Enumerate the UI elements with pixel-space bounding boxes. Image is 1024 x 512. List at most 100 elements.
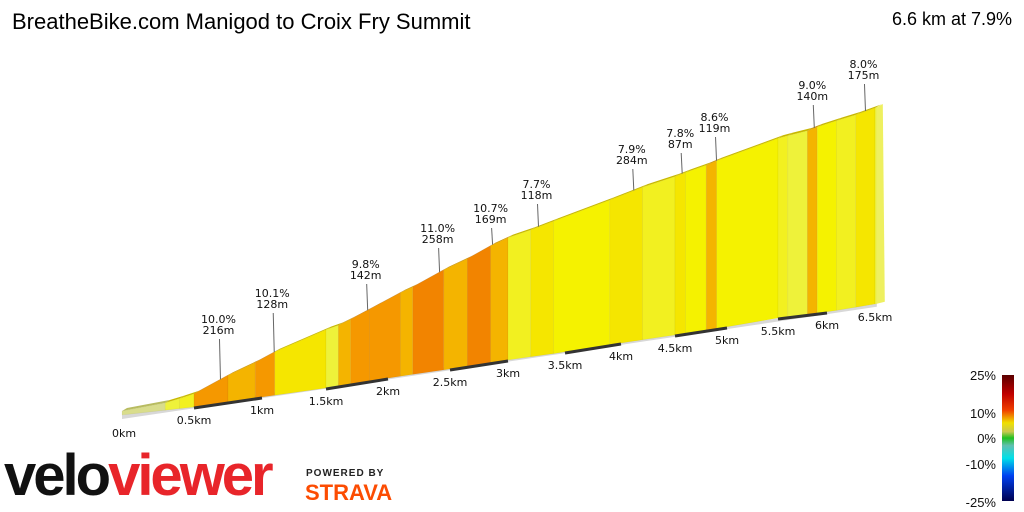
annotation-length: 119m bbox=[699, 122, 731, 135]
colorbar-label-10: 10% bbox=[970, 406, 996, 421]
annotation-leader bbox=[438, 247, 441, 273]
profile-top-edge bbox=[807, 123, 823, 131]
annotation-length: 258m bbox=[422, 233, 454, 246]
x-tick-label: 5.5km bbox=[761, 325, 796, 338]
profile-segment bbox=[807, 126, 818, 315]
profile-segment bbox=[777, 135, 789, 319]
distance-band bbox=[674, 326, 728, 338]
annotation-length: 87m bbox=[668, 138, 693, 151]
profile-top-edge bbox=[642, 173, 680, 188]
annotation-length: 142m bbox=[350, 269, 382, 282]
annotation-leader bbox=[632, 168, 635, 191]
profile-top-edge bbox=[508, 226, 536, 238]
distance-band bbox=[193, 396, 263, 410]
climb-summary: 6.6 km at 7.9% bbox=[891, 9, 1012, 29]
annotation-gradient: 7.7% bbox=[523, 178, 551, 191]
x-tick-label: 5km bbox=[715, 334, 739, 347]
x-tick-label: 2.5km bbox=[433, 376, 468, 389]
annotation: 9.8%142m bbox=[350, 258, 382, 311]
profile-segment bbox=[490, 237, 509, 364]
x-tick-label: 3.5km bbox=[548, 359, 583, 372]
profile-top-edge bbox=[706, 157, 722, 166]
profile-top-edge bbox=[326, 322, 344, 330]
annotation-length: 140m bbox=[796, 90, 828, 103]
profile-segment bbox=[855, 107, 876, 308]
profile-top-edge bbox=[609, 184, 648, 200]
profile-top-edge bbox=[490, 234, 513, 246]
annotation: 7.7%118m bbox=[521, 178, 553, 227]
colorbar-label-minus25: -25% bbox=[966, 495, 997, 510]
profile-segment bbox=[787, 130, 808, 318]
profile-top-edge bbox=[350, 306, 375, 320]
x-tick-label: 4km bbox=[609, 350, 633, 363]
profile-segment bbox=[254, 351, 276, 399]
distance-band bbox=[325, 377, 389, 391]
annotation-gradient: 8.0% bbox=[850, 58, 878, 71]
annotation-leader bbox=[537, 203, 539, 227]
annotation-length: 128m bbox=[256, 298, 288, 311]
x-tick-label: 1km bbox=[250, 404, 274, 417]
profile-top-edge bbox=[855, 104, 880, 115]
annotation-gradient: 10.1% bbox=[255, 287, 290, 300]
profile-top-edge bbox=[716, 135, 783, 161]
profile-segment bbox=[685, 164, 707, 334]
x-tick-label: 6km bbox=[815, 319, 839, 332]
annotation: 8.6%119m bbox=[699, 111, 731, 161]
x-tick-label: 3km bbox=[496, 367, 520, 380]
veloviewer-logo[interactable]: veloviewer bbox=[4, 443, 274, 508]
x-tick-label: 4.5km bbox=[658, 342, 693, 355]
x-tick-label: 6.5km bbox=[858, 311, 893, 324]
annotation-length: 118m bbox=[521, 189, 553, 202]
profile-segment bbox=[553, 199, 611, 354]
annotation-gradient: 7.8% bbox=[666, 127, 694, 140]
profile-segment bbox=[467, 245, 491, 367]
annotation: 11.0%258m bbox=[420, 222, 455, 273]
annotation-leader bbox=[812, 104, 815, 128]
profile-segment bbox=[609, 186, 643, 346]
profile-top-edge bbox=[778, 132, 793, 139]
logo-viewer: viewer bbox=[108, 443, 274, 508]
profile-segment bbox=[642, 176, 676, 341]
annotation-leader bbox=[715, 136, 718, 161]
profile-top-edge bbox=[194, 372, 233, 394]
profile-segment bbox=[350, 308, 370, 385]
profile-segment bbox=[412, 269, 445, 375]
annotation-length: 284m bbox=[616, 154, 648, 167]
profile-segment bbox=[400, 286, 414, 377]
profile-segment bbox=[716, 137, 779, 329]
gradient-colorbar: 25% 10% 0% -10% -25% bbox=[966, 368, 1014, 510]
profile-top-edge bbox=[467, 242, 496, 259]
profile-top-edge bbox=[443, 255, 473, 270]
profile-top-edge bbox=[675, 169, 691, 177]
distance-band bbox=[777, 311, 828, 321]
x-tick-label: 1.5km bbox=[309, 395, 344, 408]
profile-segment bbox=[816, 120, 837, 314]
profile-top-edge bbox=[165, 395, 185, 403]
annotation-gradient: 9.0% bbox=[798, 79, 826, 92]
profile-top-edge bbox=[179, 390, 199, 399]
annotation-gradient: 10.7% bbox=[473, 202, 508, 215]
annotation-gradient: 11.0% bbox=[420, 222, 455, 235]
segment-annotations: 10.0%216m 10.1%128m 9.8%142m 11.0%258m 10.7%… bbox=[201, 58, 879, 380]
profile-segment bbox=[507, 229, 532, 361]
x-tick-label: 0km bbox=[112, 427, 136, 440]
powered-by-label: POWERED BY bbox=[306, 468, 385, 479]
profile-top-edge bbox=[875, 103, 882, 108]
profile-top-edge bbox=[817, 117, 842, 127]
distance-band bbox=[449, 359, 509, 372]
annotation-gradient: 7.9% bbox=[618, 143, 646, 156]
profile-top-edge bbox=[255, 348, 280, 363]
annotation-gradient: 10.0% bbox=[201, 313, 236, 326]
profile-top-edge bbox=[369, 289, 406, 310]
colorbar-label-minus10: -10% bbox=[966, 457, 997, 472]
profile-top-edge bbox=[685, 162, 712, 173]
strava-logo[interactable]: STRAVA bbox=[305, 480, 393, 505]
profile-top-edge bbox=[787, 127, 813, 136]
annotation: 7.9%284m bbox=[616, 143, 648, 191]
annotation-length: 216m bbox=[203, 324, 235, 337]
annotation: 10.0%216m bbox=[201, 313, 236, 380]
distance-band bbox=[564, 342, 622, 355]
annotation: 10.7%169m bbox=[473, 202, 508, 245]
annotation-gradient: 8.6% bbox=[701, 111, 729, 124]
